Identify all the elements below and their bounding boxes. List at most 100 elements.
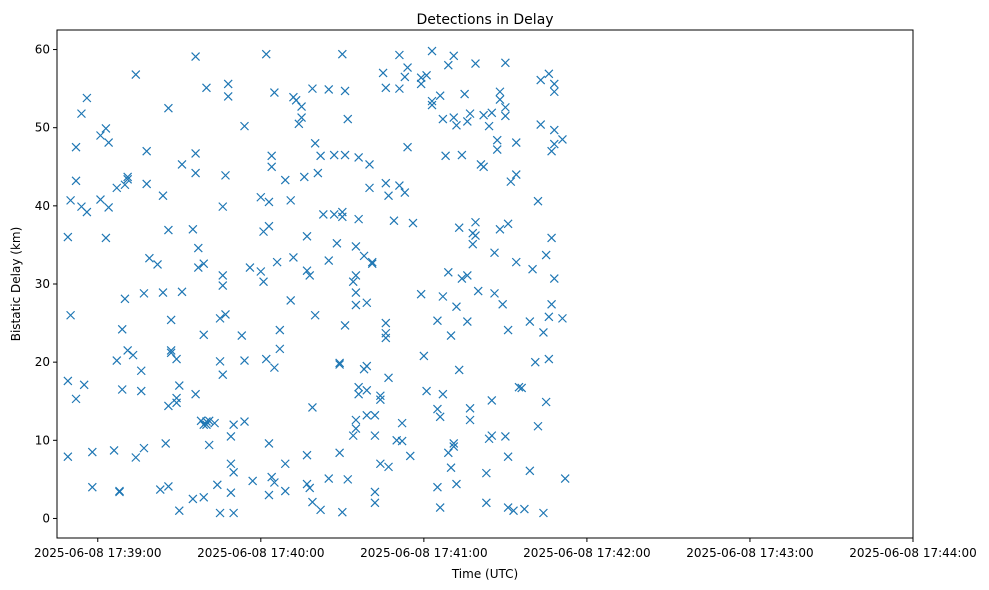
data-point (218, 370, 228, 380)
data-point (267, 151, 277, 161)
data-point (547, 299, 557, 309)
data-point (139, 443, 149, 453)
data-point (335, 448, 345, 458)
data-point (308, 497, 317, 507)
data-point (362, 385, 372, 395)
data-point (435, 503, 445, 512)
data-point (163, 103, 173, 113)
data-point (240, 121, 249, 131)
data-point (112, 356, 122, 366)
data-point (446, 463, 456, 473)
data-point (123, 174, 133, 184)
data-point (435, 91, 445, 101)
data-point (286, 195, 296, 205)
data-point (487, 396, 497, 405)
data-point (226, 459, 236, 469)
data-point (365, 183, 374, 193)
data-point (465, 415, 475, 425)
data-point (142, 146, 152, 156)
data-point (202, 83, 211, 93)
data-point (77, 109, 86, 119)
data-point (166, 315, 176, 325)
data-point (549, 274, 559, 283)
data-point (530, 357, 540, 367)
data-point (275, 325, 285, 335)
data-point (117, 324, 127, 334)
data-point (286, 295, 296, 305)
data-point (533, 421, 543, 431)
data-point (71, 142, 81, 152)
data-point (294, 119, 304, 129)
data-point (155, 485, 165, 494)
data-point (302, 231, 312, 241)
data-point (427, 100, 437, 110)
data-point (419, 351, 429, 361)
y-tick-label: 10 (35, 433, 50, 447)
data-point (525, 466, 535, 476)
data-point (370, 498, 380, 508)
data-point (188, 494, 198, 504)
data-point (454, 223, 464, 233)
data-point (199, 330, 209, 340)
data-point (536, 75, 546, 85)
data-point (351, 288, 361, 298)
data-point (539, 508, 548, 518)
data-point (191, 168, 201, 178)
data-point (536, 120, 546, 129)
data-point (397, 418, 407, 428)
data-point (539, 328, 548, 337)
data-point (174, 381, 184, 391)
data-point (433, 404, 442, 414)
data-point (495, 224, 505, 234)
data-point (471, 217, 480, 227)
data-point (384, 191, 393, 201)
data-point (549, 79, 559, 89)
data-point (212, 480, 222, 490)
data-point (191, 149, 201, 158)
data-point (498, 299, 508, 309)
data-point (79, 380, 89, 390)
data-point (362, 298, 372, 308)
data-point (544, 312, 554, 322)
data-point (525, 317, 535, 326)
data-point (115, 486, 124, 496)
data-point (490, 248, 499, 258)
x-tick-label: 2025-06-08 17:44:00 (849, 546, 976, 560)
data-point (381, 178, 391, 188)
data-point (495, 87, 505, 97)
data-point (351, 270, 361, 280)
data-point (316, 505, 326, 515)
data-point (172, 354, 181, 364)
data-point (142, 179, 152, 189)
data-point (337, 207, 347, 217)
data-point (177, 287, 187, 297)
data-point (66, 195, 76, 205)
data-point (302, 266, 312, 276)
data-point (226, 488, 236, 498)
data-point (511, 170, 521, 180)
data-point (324, 474, 334, 484)
data-point (316, 151, 326, 161)
data-point (264, 197, 274, 207)
data-point (473, 286, 483, 296)
data-point (193, 243, 203, 253)
data-point (471, 59, 480, 69)
data-point (337, 49, 347, 59)
data-point (422, 386, 431, 396)
x-tick-label: 2025-06-08 17:41:00 (360, 546, 487, 560)
data-point (280, 486, 290, 496)
data-point (264, 490, 274, 500)
data-point (443, 267, 453, 277)
data-point (394, 84, 404, 94)
data-point (454, 365, 464, 375)
data-point (433, 316, 442, 326)
data-point (487, 108, 497, 118)
data-point (128, 350, 138, 360)
data-point (558, 313, 567, 323)
data-point (302, 450, 312, 460)
data-point (511, 257, 521, 267)
data-point (210, 418, 220, 428)
data-point (381, 83, 391, 93)
data-point (269, 478, 279, 487)
data-point (221, 310, 230, 319)
